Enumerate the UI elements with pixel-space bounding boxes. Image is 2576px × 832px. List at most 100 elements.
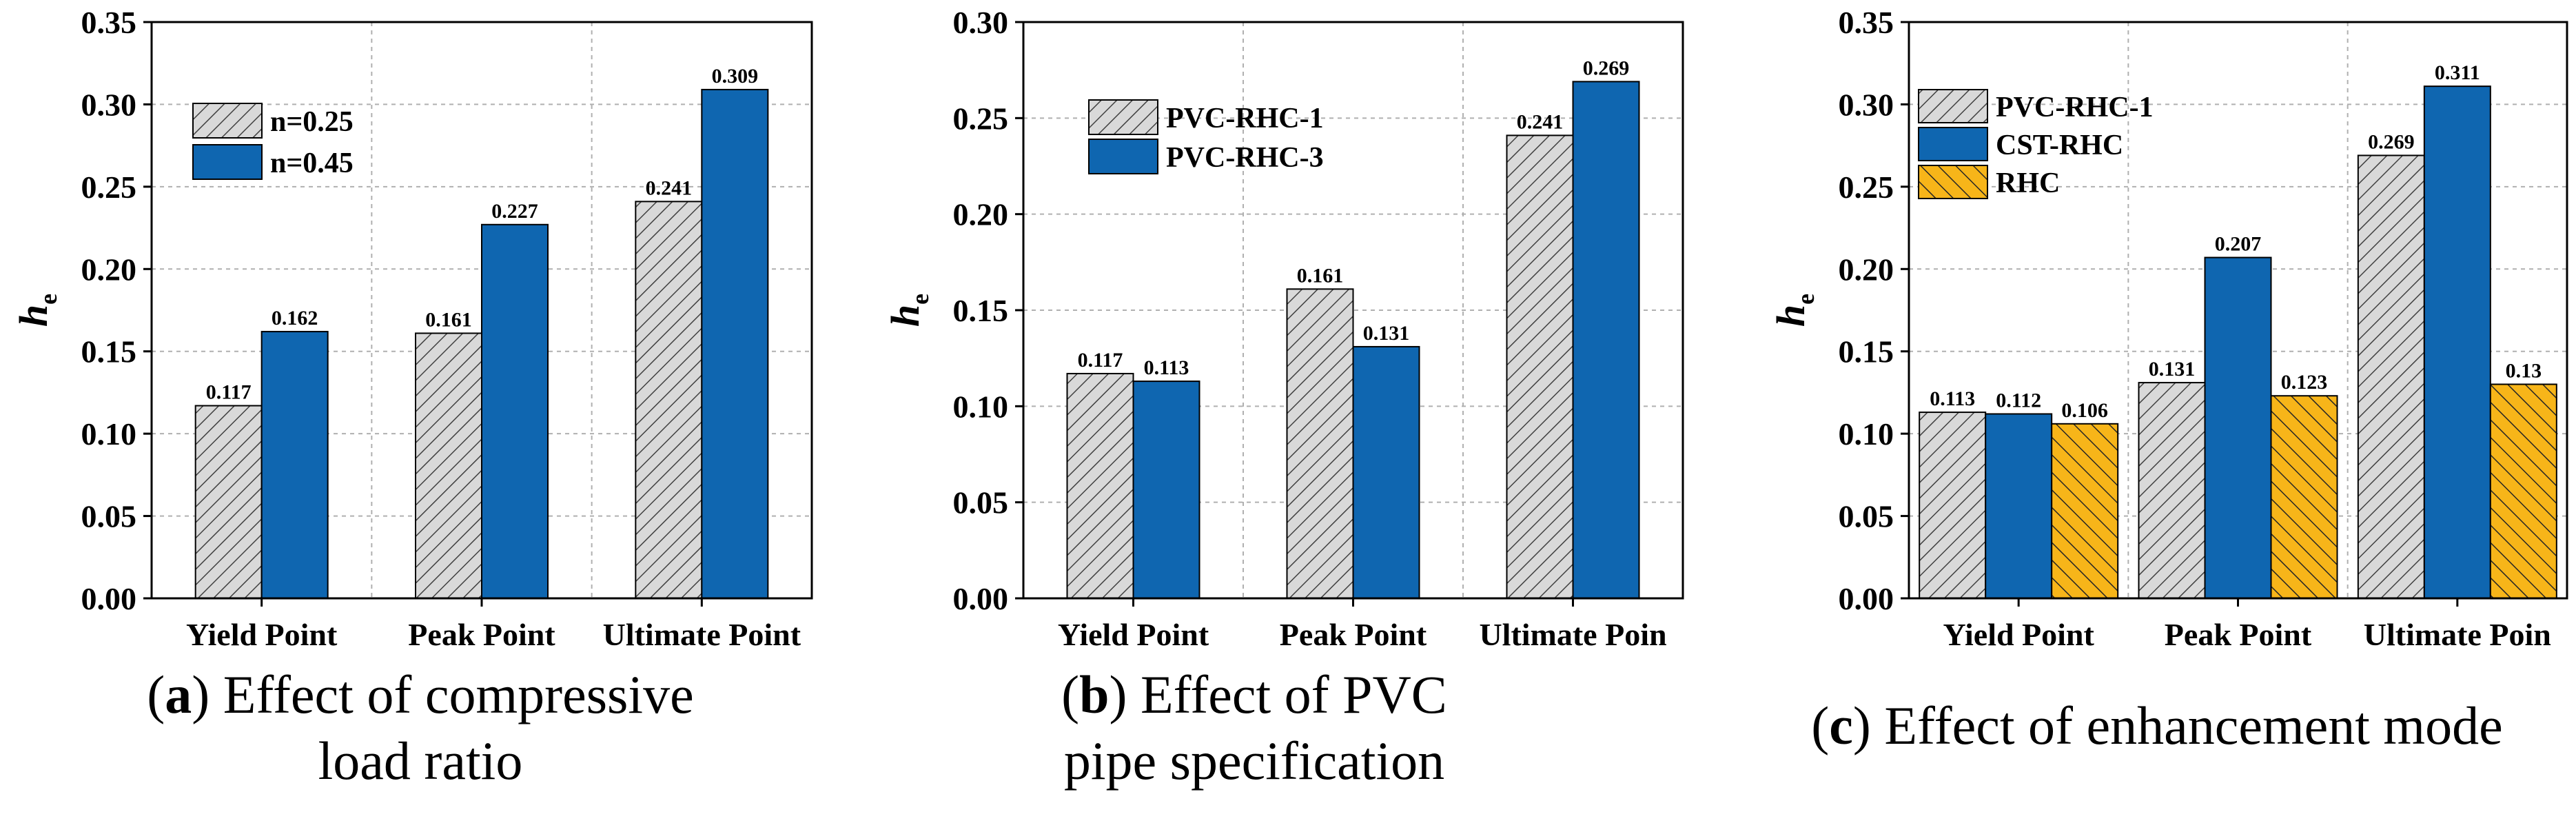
x-tick-label: Ultimate Poin <box>2364 617 2551 652</box>
caption-c: (c) Effect of enhancement mode <box>1744 693 2570 759</box>
caption-a-letter: a <box>165 664 192 724</box>
data-label: 0.113 <box>1930 387 1975 410</box>
bar-n-0-25 <box>194 405 263 600</box>
y-axis-label-main: h <box>883 305 928 327</box>
bar-pvc-rhc-3 <box>1352 345 1420 599</box>
caption-a-line2: load ratio <box>318 731 523 791</box>
y-axis-label-main: h <box>11 305 56 327</box>
y-tick-label: 0.25 <box>1839 170 1894 205</box>
data-label: 0.131 <box>2149 358 2196 381</box>
legend-label: n=0.25 <box>270 106 354 138</box>
x-tick-label: Peak Point <box>2165 617 2312 652</box>
y-axis-label: he <box>1768 294 1819 327</box>
x-tick-label: Yield Point <box>1943 617 2094 652</box>
y-tick-label: 0.15 <box>81 334 137 369</box>
y-tick-label: 0.00 <box>953 581 1009 616</box>
bar-rhc <box>2051 423 2119 599</box>
data-label: 0.309 <box>712 65 759 88</box>
data-label: 0.113 <box>1144 356 1189 379</box>
data-label: 0.161 <box>1297 264 1344 287</box>
bar-cst-rhc <box>2204 256 2272 599</box>
legend-swatch <box>192 103 263 139</box>
legend-swatch <box>1918 89 1988 123</box>
x-tick-label: Yield Point <box>1058 617 1209 652</box>
y-tick-label: 0.25 <box>81 170 137 205</box>
caption-b-line2: pipe specification <box>1063 731 1445 791</box>
legend-label: n=0.45 <box>270 148 354 179</box>
data-label: 0.13 <box>2506 359 2542 382</box>
legend-label: PVC-RHC-1 <box>1996 92 2154 123</box>
y-axis-label: he <box>883 294 934 327</box>
bar-n-0-45 <box>701 88 769 599</box>
caption-b-letter: b <box>1079 664 1110 724</box>
y-tick-label: 0.35 <box>1839 5 1894 40</box>
data-label: 0.112 <box>1996 389 2041 412</box>
y-axis-label-main: h <box>1768 305 1813 327</box>
plot-frame <box>1908 21 2568 600</box>
caption-c-text1: Effect of enhancement mode <box>1870 696 2503 755</box>
caption-a-text1: Effect of compressive <box>209 664 694 724</box>
x-tick-label: Peak Point <box>408 617 555 652</box>
bar-n-0-25 <box>635 201 703 599</box>
y-tick-label: 0.30 <box>953 5 1009 40</box>
data-label: 0.117 <box>206 381 252 404</box>
caption-b: (b) Effect of PVC pipe specification <box>944 662 1564 794</box>
bar-cst-rhc <box>2423 85 2491 599</box>
legend-label: CST-RHC <box>1996 130 2123 161</box>
data-label: 0.161 <box>425 308 472 331</box>
data-label: 0.311 <box>2435 61 2480 84</box>
bar-n-0-45 <box>481 223 549 599</box>
legend-swatch <box>1088 99 1158 135</box>
y-tick-label: 0.20 <box>953 197 1009 232</box>
y-tick-label: 0.30 <box>81 87 137 122</box>
data-label: 0.241 <box>1517 110 1564 133</box>
bar-pvc-rhc-1 <box>1066 372 1134 600</box>
legend-swatch <box>1918 127 1988 161</box>
y-tick-label: 0.25 <box>953 101 1009 136</box>
caption-c-letter: c <box>1829 696 1853 755</box>
data-label: 0.123 <box>2281 371 2328 394</box>
chart-c: 0.00 0.05 0.10 0.15 0.20 0.25 0.30 0.35 0.113 0.1… <box>1768 5 2568 652</box>
data-label: 0.162 <box>272 307 318 329</box>
data-label: 0.207 <box>2215 233 2262 256</box>
y-tick-label: 0.00 <box>81 581 137 616</box>
bar-n-0-45 <box>260 331 329 599</box>
y-tick-label: 0.35 <box>81 5 137 40</box>
y-tick-label: 0.15 <box>1839 334 1894 369</box>
y-tick-label: 0.05 <box>81 499 137 534</box>
bar-pvc-rhc-1 <box>1286 288 1354 599</box>
y-tick-label: 0.30 <box>1839 87 1894 122</box>
y-axis-label-sub: e <box>34 294 62 305</box>
caption-c-line1: (c) Effect of enhancement mode <box>1811 696 2503 755</box>
caption-a: (a) Effect of compressive load ratio <box>41 662 799 794</box>
bar-rhc <box>2270 395 2338 599</box>
legend-label: PVC-RHC-1 <box>1166 103 1324 134</box>
x-tick-label: Ultimate Poin <box>1479 617 1666 652</box>
x-tick-label: Yield Point <box>186 617 338 652</box>
data-label: 0.269 <box>2368 130 2415 153</box>
bar-cst-rhc <box>1985 413 2053 599</box>
y-tick-label: 0.20 <box>81 252 137 287</box>
y-tick-label: 0.10 <box>953 389 1009 424</box>
data-label: 0.106 <box>2061 399 2108 422</box>
bar-pvc-rhc-3 <box>1572 81 1640 600</box>
legend-label: PVC-RHC-3 <box>1166 142 1324 174</box>
data-label: 0.227 <box>491 200 538 223</box>
chart-a: 0.00 0.05 0.10 0.15 0.20 0.25 0.30 0.35 0.117 0.1… <box>11 5 813 652</box>
y-axis-label: he <box>11 294 62 327</box>
y-axis-label-sub: e <box>906 294 934 305</box>
legend-swatch <box>1918 165 1988 199</box>
bar-pvc-rhc-3 <box>1132 381 1200 600</box>
y-tick-label: 0.05 <box>1839 499 1894 534</box>
y-tick-label: 0.00 <box>1839 581 1894 616</box>
y-tick-label: 0.10 <box>1839 416 1894 451</box>
data-label: 0.269 <box>1583 57 1630 79</box>
y-tick-label: 0.10 <box>81 416 137 451</box>
bar-pvc-rhc-1 <box>2357 154 2425 599</box>
data-label: 0.241 <box>646 176 693 199</box>
plot-frame <box>1022 21 1684 600</box>
y-tick-label: 0.05 <box>953 485 1009 520</box>
plot-frame <box>150 21 813 600</box>
bar-rhc <box>2489 383 2557 599</box>
